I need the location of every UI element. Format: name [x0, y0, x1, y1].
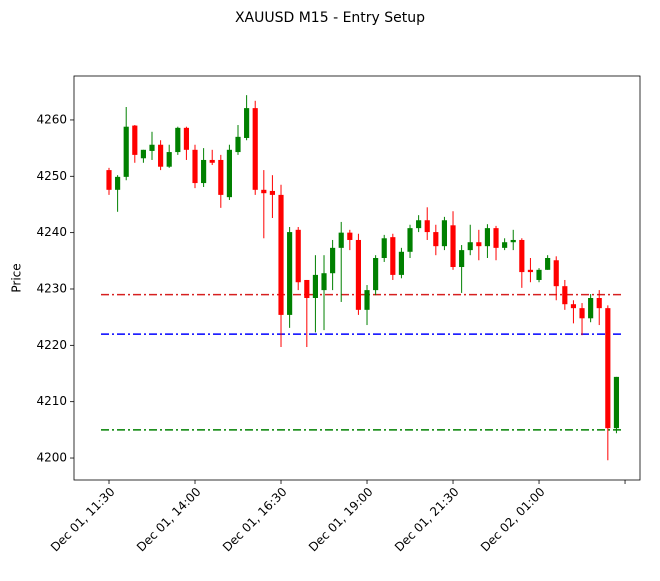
- candle-body: [166, 152, 172, 167]
- y-tick-label: 4240: [36, 225, 67, 239]
- candle-body: [235, 136, 241, 153]
- y-tick-label: 4230: [36, 281, 67, 295]
- candle-body: [553, 260, 559, 287]
- candle-body: [244, 108, 250, 138]
- y-tick-label: 4200: [36, 451, 67, 465]
- candle-body: [355, 239, 361, 310]
- candle-body: [295, 229, 301, 283]
- candle-body: [459, 250, 465, 268]
- candle-body: [588, 298, 594, 319]
- candle-body: [304, 279, 310, 299]
- candle-body: [467, 242, 473, 251]
- candle-body: [562, 286, 568, 305]
- plot-frame: [73, 75, 641, 481]
- y-tick-label: 4220: [36, 338, 67, 352]
- candle-body: [613, 376, 620, 429]
- candle-body: [364, 290, 370, 310]
- candle-body: [183, 127, 189, 150]
- candle-body: [493, 228, 499, 248]
- candle-body: [510, 239, 516, 243]
- y-axis-label: Price: [10, 263, 24, 292]
- candle-body: [321, 273, 327, 291]
- candle-body: [373, 257, 379, 291]
- candle-body: [519, 239, 525, 273]
- candle-body: [441, 220, 448, 247]
- candle-body: [381, 238, 387, 258]
- candle-body: [192, 149, 198, 184]
- candle-body: [123, 126, 129, 177]
- candle-body: [201, 159, 207, 184]
- candle-body: [536, 269, 542, 280]
- candle-body: [596, 298, 602, 309]
- candle-body: [218, 159, 224, 195]
- x-tick-label: Dec 01, 21:30: [392, 485, 462, 555]
- x-tick-label: Dec 01, 16:30: [220, 485, 290, 555]
- candle-body: [252, 108, 258, 190]
- y-tick-label: 4250: [36, 169, 67, 183]
- y-tick-label: 4210: [36, 394, 67, 408]
- candle-body: [605, 308, 611, 429]
- candle-body: [433, 232, 439, 247]
- candle-body: [175, 127, 181, 153]
- candle-body: [476, 242, 482, 247]
- candle-body: [115, 176, 121, 190]
- candle-body: [312, 274, 318, 299]
- candle-body: [502, 242, 508, 248]
- candle-body: [132, 125, 138, 155]
- candle-body: [226, 149, 232, 198]
- candle-body: [527, 269, 534, 273]
- candle-body: [390, 237, 396, 275]
- y-tick-label: 4260: [36, 112, 67, 126]
- candle-body: [579, 308, 585, 319]
- candle-body: [347, 232, 353, 240]
- candle-body: [338, 232, 344, 248]
- candle-body: [278, 194, 284, 315]
- candle-body: [158, 144, 164, 167]
- candle-body: [330, 247, 336, 274]
- candle-body: [209, 159, 215, 163]
- candle-body: [570, 304, 577, 309]
- candle-body: [407, 228, 413, 252]
- candle-body: [269, 190, 275, 195]
- chart-title: XAUUSD M15 - Entry Setup: [235, 10, 425, 26]
- x-tick-label: Dec 02, 01:00: [478, 485, 548, 555]
- candle-body: [416, 220, 422, 229]
- candle-body: [261, 189, 267, 194]
- x-tick-label: Dec 01, 19:00: [306, 485, 376, 555]
- candle-body: [398, 251, 405, 275]
- candle-body: [149, 144, 155, 151]
- candle-body: [450, 225, 456, 268]
- candle-body: [484, 228, 491, 247]
- candle-body: [287, 232, 293, 315]
- x-tick-label: Dec 01, 11:30: [48, 485, 118, 555]
- x-tick-label: Dec 01, 14:00: [134, 485, 204, 555]
- candle-body: [106, 170, 112, 190]
- candle-body: [424, 220, 430, 233]
- candle-body: [140, 149, 146, 159]
- candle-body: [545, 257, 551, 270]
